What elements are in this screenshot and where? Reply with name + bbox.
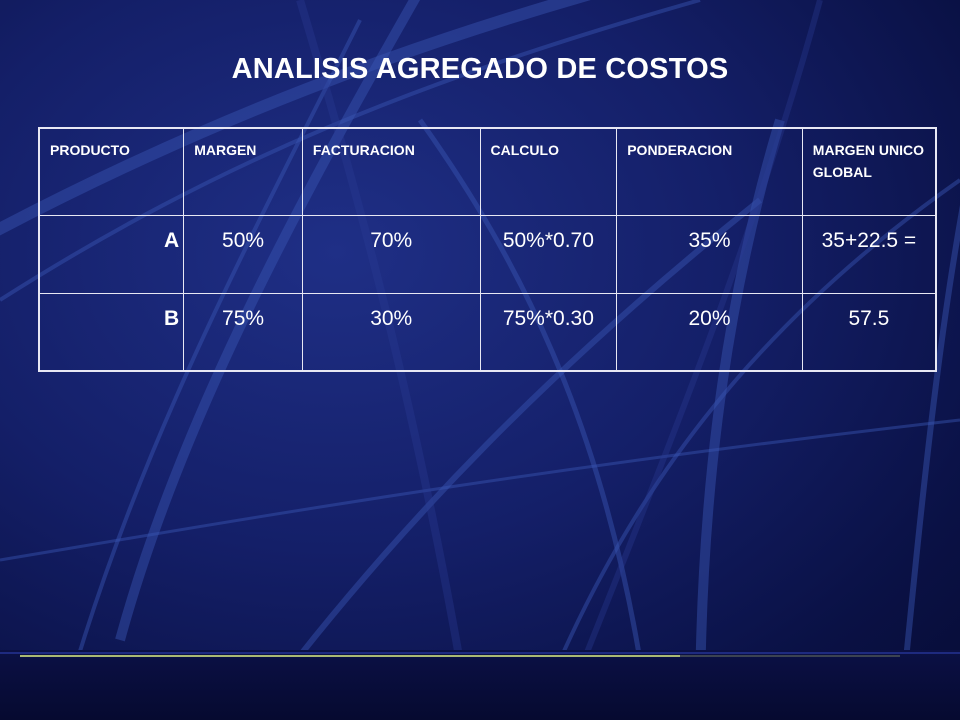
cell-margen-global: 57.5 <box>801 292 937 372</box>
cell-ponderacion: 35% <box>616 214 803 294</box>
cell-margen-global: 35+22.5 = <box>801 214 937 294</box>
cell-calculo: 75%*0.30 <box>479 292 618 372</box>
bottom-strip <box>0 650 960 720</box>
header-calculo: CALCULO <box>479 127 618 216</box>
cell-margen: 75% <box>183 292 303 372</box>
header-producto: PRODUCTO <box>38 127 185 216</box>
cell-facturacion: 30% <box>301 292 481 372</box>
table-row: A 50% 70% 50%*0.70 35% 35+22.5 = <box>38 214 937 294</box>
cell-ponderacion: 20% <box>616 292 803 372</box>
cell-facturacion: 70% <box>301 214 481 294</box>
table-row: B 75% 30% 75%*0.30 20% 57.5 <box>38 292 937 372</box>
cell-producto: A <box>38 214 185 294</box>
slide-title: ANALISIS AGREGADO DE COSTOS <box>231 53 729 85</box>
cost-analysis-table: PRODUCTO MARGEN FACTURACION CALCULO POND… <box>38 127 937 372</box>
cell-producto: B <box>38 292 185 372</box>
